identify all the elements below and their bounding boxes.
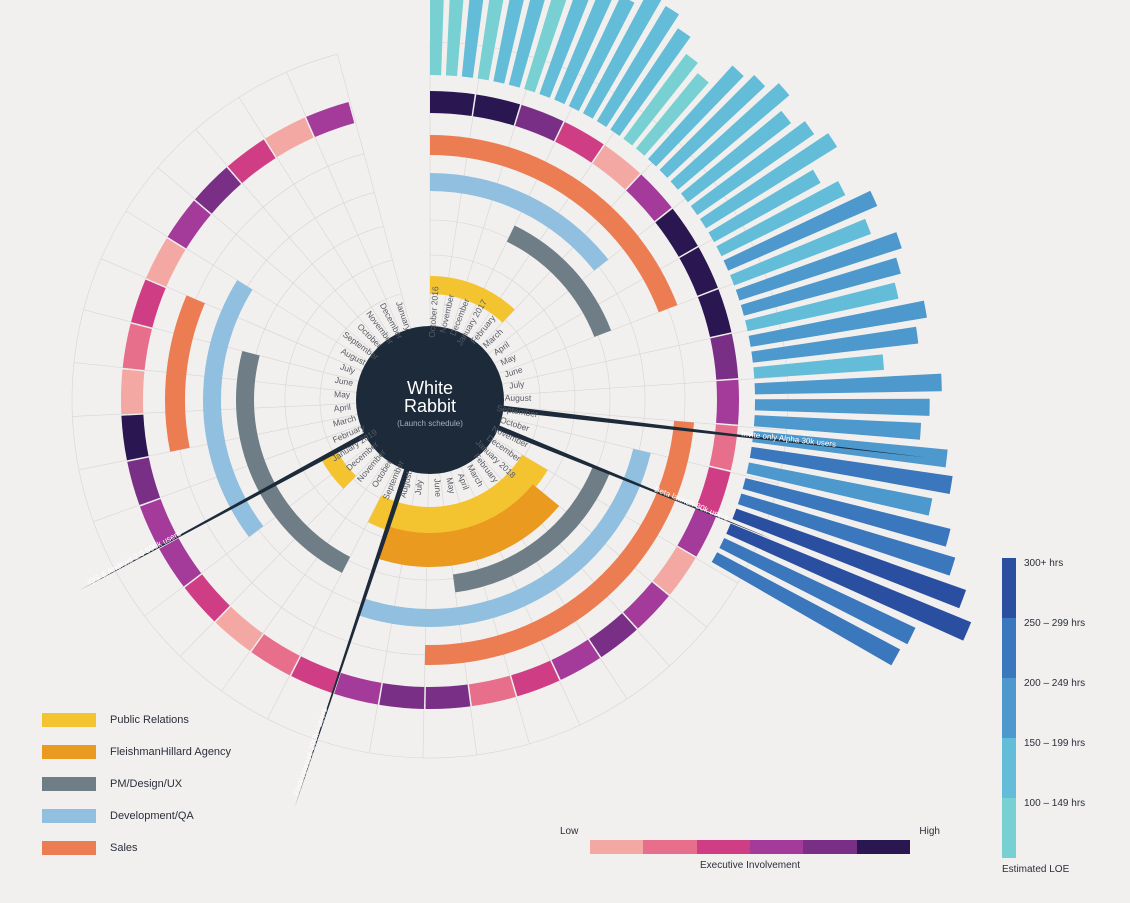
exec-cell	[265, 118, 313, 158]
loe-band-label: 200 – 249 hrs	[1024, 678, 1085, 689]
month-label: August	[505, 393, 532, 403]
exec-cell	[655, 209, 697, 257]
track-3-seg	[203, 280, 263, 537]
exec-stop	[590, 840, 643, 854]
legend-label: PM/Design/UX	[110, 778, 182, 790]
loe-band-label: 250 – 299 hrs	[1024, 618, 1085, 629]
loe-legend: 300+ hrs 250 – 299 hrs 200 – 249 hrs 150 – …	[1002, 558, 1112, 875]
exec-cell	[379, 683, 424, 709]
loe-bar	[755, 399, 930, 416]
legend-label: Sales	[110, 842, 138, 854]
month-label: July	[413, 479, 424, 496]
exec-cell	[131, 280, 166, 328]
loe-band-swatch	[1002, 678, 1016, 738]
track-legend-row: FleishmanHillard Agency	[42, 745, 231, 759]
month-label: May	[444, 477, 457, 495]
loe-bar	[430, 0, 444, 75]
center-subtitle: (Launch schedule)	[397, 419, 463, 428]
loe-band: 150 – 199 hrs	[1002, 738, 1112, 798]
loe-band: 200 – 249 hrs	[1002, 678, 1112, 738]
exec-cell	[710, 334, 738, 380]
legend-swatch	[42, 745, 96, 759]
month-label: July	[509, 379, 526, 391]
exec-cell	[216, 607, 263, 652]
loe-legend-title: Estimated LOE	[1002, 864, 1112, 875]
exec-cell	[623, 582, 669, 628]
exec-cell	[426, 685, 471, 709]
loe-band: 100 – 149 hrs	[1002, 798, 1112, 858]
exec-cell	[306, 102, 354, 137]
exec-cell	[123, 324, 152, 370]
loe-band-swatch	[1002, 558, 1016, 618]
legend-label: FleishmanHillard Agency	[110, 746, 231, 758]
exec-cell	[473, 94, 520, 125]
exec-cell	[146, 238, 185, 287]
exec-cell	[593, 145, 640, 189]
month-label: June	[432, 478, 443, 497]
exec-stop	[803, 840, 856, 854]
exec-cell	[228, 140, 276, 183]
exec-stop	[643, 840, 696, 854]
month-label: July	[339, 361, 357, 376]
legend-swatch	[42, 841, 96, 855]
exec-cell	[709, 424, 737, 470]
legend-swatch	[42, 809, 96, 823]
exec-cell	[334, 673, 381, 705]
track-legend-row: Sales	[42, 841, 231, 855]
track-legend-row: Development/QA	[42, 809, 231, 823]
loe-band-label: 150 – 199 hrs	[1024, 738, 1085, 749]
track-legend-row: PM/Design/UX	[42, 777, 231, 791]
legend-label: Public Relations	[110, 714, 189, 726]
exec-cell	[121, 415, 148, 461]
legend-label: Development/QA	[110, 810, 194, 822]
exec-cell	[555, 122, 603, 163]
loe-band: 250 – 299 hrs	[1002, 618, 1112, 678]
exec-cell	[121, 369, 144, 414]
month-label: April	[456, 472, 471, 492]
exec-cell	[251, 634, 299, 675]
legend-swatch	[42, 713, 96, 727]
center-title: Rabbit	[404, 396, 456, 416]
exec-cell	[589, 613, 637, 657]
month-label: May	[334, 389, 351, 399]
exec-cell	[716, 380, 739, 425]
exec-cell	[185, 574, 230, 621]
exec-cell	[515, 105, 563, 141]
loe-band-label: 100 – 149 hrs	[1024, 798, 1085, 809]
exec-stop	[750, 840, 803, 854]
loe-band-label: 300+ hrs	[1024, 558, 1063, 569]
exec-stop	[857, 840, 910, 854]
exec-low-label: Low	[560, 826, 578, 837]
loe-band-swatch	[1002, 798, 1016, 858]
loe-band-swatch	[1002, 738, 1016, 798]
exec-cell	[168, 201, 211, 249]
center-title: White	[407, 378, 453, 398]
exec-cell	[552, 640, 600, 680]
legend-swatch	[42, 777, 96, 791]
loe-band-swatch	[1002, 618, 1016, 678]
track-legend: Public Relations FleishmanHillard Agency P…	[42, 695, 231, 873]
exec-cell	[469, 676, 516, 706]
exec-cell	[291, 656, 339, 693]
month-label: June	[503, 364, 524, 379]
track-4-seg	[165, 295, 205, 451]
loe-band: 300+ hrs	[1002, 558, 1112, 618]
track-2-seg	[507, 225, 611, 336]
exec-cell	[698, 289, 732, 337]
exec-cell	[626, 174, 671, 221]
exec-involvement-legend: Low High Executive Involvement	[560, 826, 940, 871]
milestone-label: Final release 200k+ users	[292, 707, 330, 797]
exec-cell	[195, 167, 241, 213]
month-label: April	[333, 402, 351, 414]
exec-cell	[430, 91, 475, 116]
exec-high-label: High	[919, 826, 940, 837]
month-label: June	[334, 375, 354, 388]
exec-stop	[697, 840, 750, 854]
exec-cell	[511, 661, 559, 697]
exec-cell	[127, 457, 160, 505]
track-legend-row: Public Relations	[42, 713, 231, 727]
exec-legend-title: Executive Involvement	[560, 860, 940, 871]
